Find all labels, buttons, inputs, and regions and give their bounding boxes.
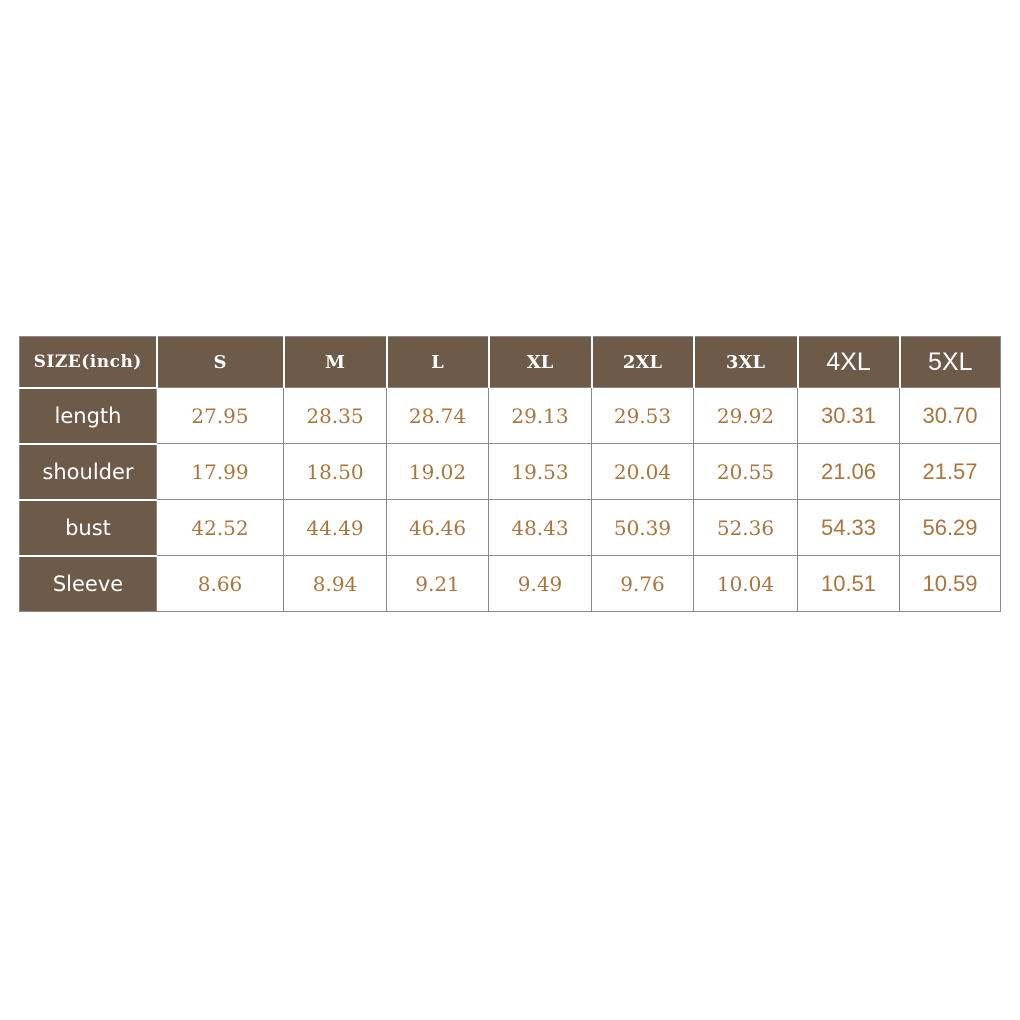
table-cell: 10.04 (693, 555, 798, 612)
table-cell: 19.53 (488, 443, 592, 500)
table-cell: 30.70 (899, 387, 1001, 444)
table-cell: 28.35 (283, 387, 387, 444)
table-cell: 48.43 (488, 499, 592, 556)
table-row-sleeve: Sleeve 8.66 8.94 9.21 9.49 9.76 10.04 10… (19, 554, 1001, 612)
size-header-row: SIZE(inch) S M L XL 2XL 3XL 4XL 5XL (19, 336, 1001, 388)
table-cell: 17.99 (156, 443, 284, 500)
table-cell: 20.55 (693, 443, 798, 500)
table-cell: 54.33 (797, 499, 900, 556)
table-cell: 9.49 (488, 555, 592, 612)
size-header-m: M (282, 336, 387, 388)
table-cell: 46.46 (386, 499, 489, 556)
size-header-s: S (155, 336, 284, 388)
table-cell: 30.31 (797, 387, 900, 444)
table-cell: 28.74 (386, 387, 489, 444)
table-row-bust: bust 42.52 44.49 46.46 48.43 50.39 52.36… (19, 498, 1001, 556)
table-cell: 52.36 (693, 499, 798, 556)
table-cell: 18.50 (283, 443, 387, 500)
table-cell: 56.29 (899, 499, 1001, 556)
table-cell: 10.51 (797, 555, 900, 612)
size-header-2xl: 2XL (590, 336, 694, 388)
table-cell: 8.94 (283, 555, 387, 612)
row-label-shoulder: shoulder (19, 442, 157, 500)
table-cell: 50.39 (591, 499, 694, 556)
table-cell: 44.49 (283, 499, 387, 556)
table-cell: 27.95 (156, 387, 284, 444)
table-row-length: length 27.95 28.35 28.74 29.13 29.53 29.… (19, 386, 1001, 444)
row-label-length: length (19, 386, 157, 444)
size-header-3xl: 3XL (692, 336, 798, 388)
table-cell: 21.57 (899, 443, 1001, 500)
row-label-bust: bust (19, 498, 157, 556)
table-cell: 9.21 (386, 555, 489, 612)
table-cell: 21.06 (797, 443, 900, 500)
size-header-4xl: 4XL (796, 336, 900, 388)
table-cell: 10.59 (899, 555, 1001, 612)
corner-header: SIZE(inch) (19, 336, 157, 388)
size-header-l: L (385, 336, 489, 388)
table-cell: 29.53 (591, 387, 694, 444)
table-cell: 19.02 (386, 443, 489, 500)
size-chart-table: SIZE(inch) S M L XL 2XL 3XL 4XL 5XL leng… (19, 336, 1001, 612)
table-cell: 29.13 (488, 387, 592, 444)
table-cell: 29.92 (693, 387, 798, 444)
table-cell: 20.04 (591, 443, 694, 500)
table-cell: 8.66 (156, 555, 284, 612)
table-cell: 42.52 (156, 499, 284, 556)
size-header-5xl: 5XL (898, 336, 1001, 388)
row-label-sleeve: Sleeve (19, 554, 157, 612)
table-row-shoulder: shoulder 17.99 18.50 19.02 19.53 20.04 2… (19, 442, 1001, 500)
size-header-xl: XL (487, 336, 592, 388)
table-cell: 9.76 (591, 555, 694, 612)
